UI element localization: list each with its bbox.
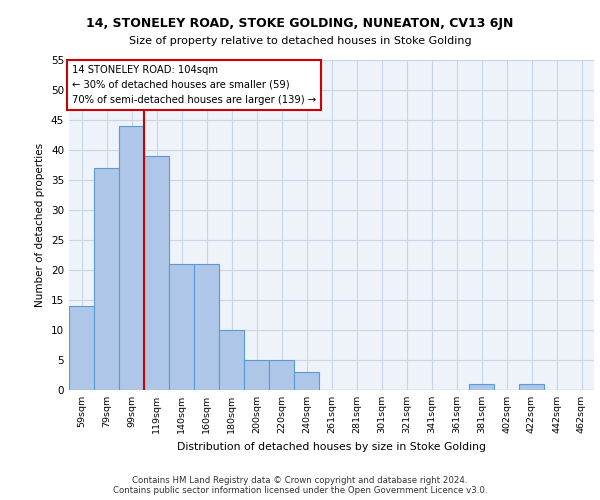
Text: Contains public sector information licensed under the Open Government Licence v3: Contains public sector information licen… [113, 486, 487, 495]
Bar [194, 264, 219, 390]
Bar [269, 360, 294, 390]
Text: 14 STONELEY ROAD: 104sqm
← 30% of detached houses are smaller (59)
70% of semi-d: 14 STONELEY ROAD: 104sqm ← 30% of detach… [71, 65, 316, 104]
Text: 14, STONELEY ROAD, STOKE GOLDING, NUNEATON, CV13 6JN: 14, STONELEY ROAD, STOKE GOLDING, NUNEAT… [86, 18, 514, 30]
Bar [169, 264, 194, 390]
Bar [294, 372, 319, 390]
Bar [219, 330, 244, 390]
Y-axis label: Number of detached properties: Number of detached properties [35, 143, 46, 307]
Bar [144, 156, 169, 390]
Bar [119, 126, 144, 390]
X-axis label: Distribution of detached houses by size in Stoke Golding: Distribution of detached houses by size … [177, 442, 486, 452]
Bar [469, 384, 494, 390]
Text: Contains HM Land Registry data © Crown copyright and database right 2024.: Contains HM Land Registry data © Crown c… [132, 476, 468, 485]
Bar [519, 384, 544, 390]
Bar [244, 360, 269, 390]
Bar [69, 306, 94, 390]
Bar [94, 168, 119, 390]
Text: Size of property relative to detached houses in Stoke Golding: Size of property relative to detached ho… [128, 36, 472, 46]
